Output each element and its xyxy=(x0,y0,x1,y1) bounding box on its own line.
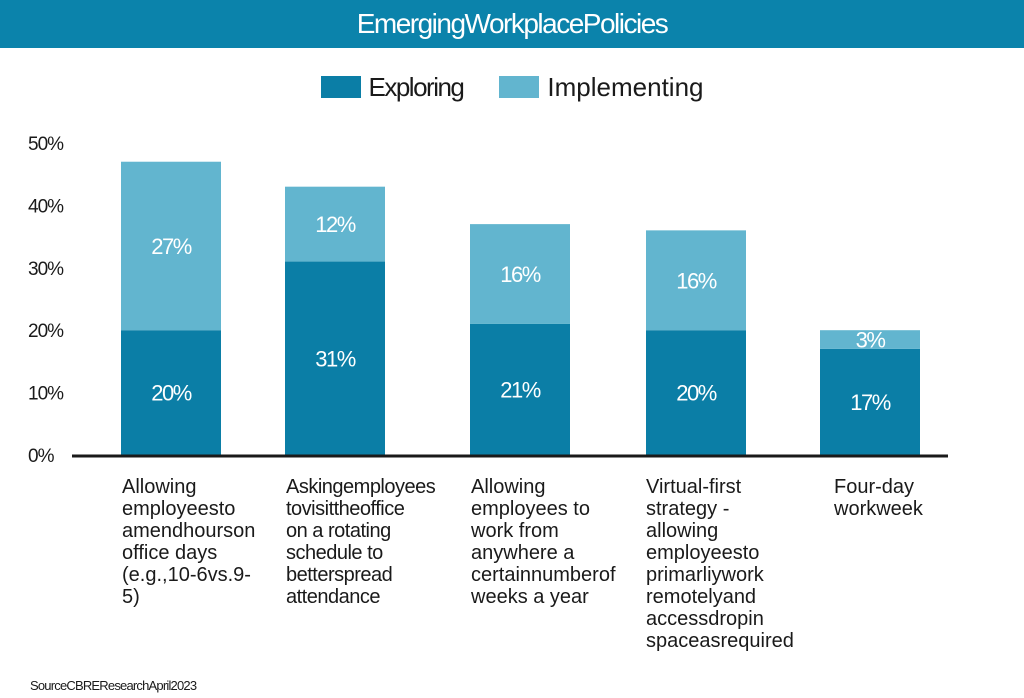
y-tick-label: 20% xyxy=(28,321,64,342)
data-label-implementing-1: 27% xyxy=(151,234,191,259)
bar-exploring-5 xyxy=(820,348,920,455)
y-tick-label: 0% xyxy=(28,446,55,467)
legend-item-exploring: Exploring xyxy=(320,71,465,103)
y-tick-label: 10% xyxy=(28,384,64,405)
legend-label-exploring: Exploring xyxy=(368,71,465,102)
data-label-exploring-2: 31% xyxy=(315,346,355,371)
bar-implementing-1 xyxy=(121,161,221,331)
bar-exploring-1 xyxy=(121,330,221,455)
category-label-3: Allowing employees to work from anywhere… xyxy=(471,476,616,608)
bar-implementing-5 xyxy=(820,330,920,349)
chart-title: EmergingWorkplacePolicies xyxy=(356,8,669,39)
category-label-5: Four-day workweek xyxy=(834,476,923,520)
data-label-exploring-4: 20% xyxy=(676,381,716,406)
bar-implementing-2 xyxy=(285,186,385,262)
bar-implementing-4 xyxy=(646,230,746,331)
chart-header: EmergingWorkplacePolicies xyxy=(0,0,1024,48)
legend-label-implementing: Implementing xyxy=(547,71,704,102)
category-label-4: Virtual-first strategy - allowing employ… xyxy=(646,476,794,652)
bar-exploring-2 xyxy=(285,261,385,455)
data-label-exploring-1: 20% xyxy=(151,381,191,406)
data-label-exploring-5: 17% xyxy=(850,390,890,415)
data-label-exploring-3: 21% xyxy=(500,377,540,402)
data-label-implementing-2: 12% xyxy=(315,212,355,237)
category-label-2: Askingemployees tovisittheoffice on a ro… xyxy=(286,476,436,608)
data-label-implementing-3: 16% xyxy=(500,262,540,287)
y-tick-label: 40% xyxy=(28,196,64,217)
bar-exploring-4 xyxy=(646,330,746,455)
bar-exploring-3 xyxy=(470,323,570,455)
data-label-implementing-4: 16% xyxy=(676,268,716,293)
legend-swatch-exploring xyxy=(320,76,361,98)
bar-implementing-3 xyxy=(470,224,570,324)
data-label-implementing-5: 3% xyxy=(856,328,886,353)
legend-item-implementing: Implementing xyxy=(499,72,703,103)
y-tick-label: 30% xyxy=(28,259,64,280)
legend-swatch-implementing xyxy=(499,76,540,98)
legend: Exploring Implementing xyxy=(0,70,1024,104)
source-note: SourceCBREResearchApril2023 xyxy=(30,678,197,693)
category-label-1: Allowing employeesto amendhourson office… xyxy=(122,476,256,608)
y-tick-label: 50% xyxy=(28,134,64,155)
